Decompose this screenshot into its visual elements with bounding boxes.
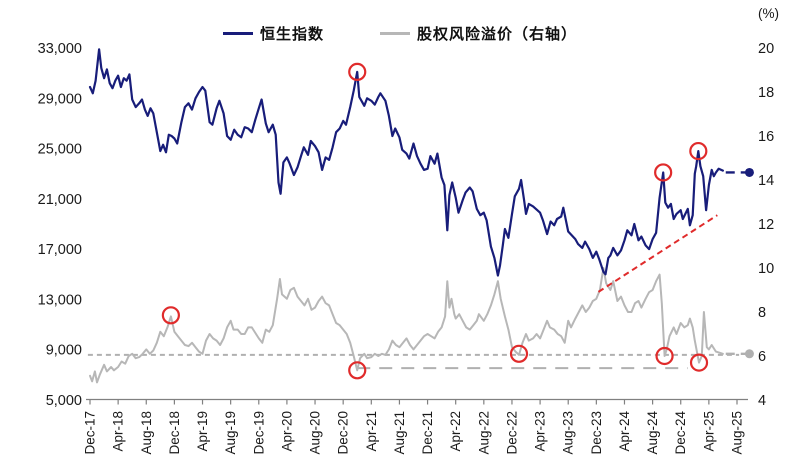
right-axis-label: 12 [758, 217, 774, 233]
highlight-circle-1 [348, 62, 367, 81]
x-axis-label: Dec-21 [420, 411, 435, 455]
x-axis-label: Aug-23 [561, 411, 576, 455]
left-axis-label: 13,000 [38, 292, 82, 308]
trend-line [597, 214, 718, 293]
x-axis-label: Dec-23 [589, 411, 604, 455]
right-axis-label: 4 [758, 393, 766, 409]
x-axis-label: Apr-21 [364, 411, 379, 452]
x-axis-label: Aug-21 [392, 411, 407, 455]
right-axis-label: 8 [758, 305, 766, 321]
x-axis-label: Dec-17 [83, 411, 98, 455]
x-axis-label: Aug-18 [139, 411, 154, 455]
x-axis-label: Apr-20 [279, 411, 294, 452]
x-axis-label: Aug-20 [308, 411, 323, 455]
left-axis-label: 33,000 [38, 41, 82, 57]
x-axis-label: Dec-18 [167, 411, 182, 455]
right-axis-label: 20 [758, 41, 774, 57]
x-axis-label: Dec-22 [504, 411, 519, 455]
highlight-circle-6 [689, 141, 708, 161]
x-axis-label: Dec-20 [336, 411, 351, 455]
right-axis-label: 6 [758, 349, 766, 365]
x-axis-label: Apr-23 [533, 411, 548, 452]
highlight-circle-4 [654, 163, 673, 182]
x-axis-label: Apr-19 [195, 411, 210, 452]
right-axis-label: 18 [758, 85, 774, 101]
highlight-circle-7 [689, 353, 709, 372]
right-axis-label: 14 [758, 173, 774, 189]
x-axis-label: Aug-25 [730, 411, 745, 455]
x-axis-label: Apr-24 [617, 411, 632, 452]
forecast-end-dot-0 [744, 167, 754, 177]
left-axis-label: 5,000 [46, 393, 82, 409]
left-axis-label: 29,000 [38, 91, 82, 107]
x-axis-label: Dec-19 [251, 411, 266, 455]
erp-line [89, 267, 724, 384]
hsi-line [88, 48, 725, 277]
highlight-circle-3 [509, 344, 529, 363]
right-axis-label: 10 [758, 261, 774, 277]
x-axis-label: Dec-24 [673, 411, 688, 455]
x-axis-label: Apr-18 [111, 411, 126, 452]
x-axis-label: Aug-22 [476, 411, 491, 455]
left-axis-label: 21,000 [38, 192, 82, 208]
x-axis-label: Apr-22 [448, 411, 463, 452]
x-axis-label: Aug-24 [645, 411, 660, 455]
highlight-circle-2 [348, 361, 367, 380]
x-axis-label: Aug-19 [223, 411, 238, 455]
forecast-end-dot-1 [744, 349, 754, 359]
x-axis-label: Apr-25 [701, 411, 716, 452]
left-axis-label: 17,000 [38, 242, 82, 258]
right-axis-unit-label: (%) [758, 6, 779, 21]
highlight-circle-5 [655, 346, 674, 366]
highlight-circle-0 [161, 306, 180, 325]
left-axis-label: 9,000 [46, 343, 82, 359]
left-axis-label: 25,000 [38, 142, 82, 158]
right-axis-label: 16 [758, 129, 774, 145]
